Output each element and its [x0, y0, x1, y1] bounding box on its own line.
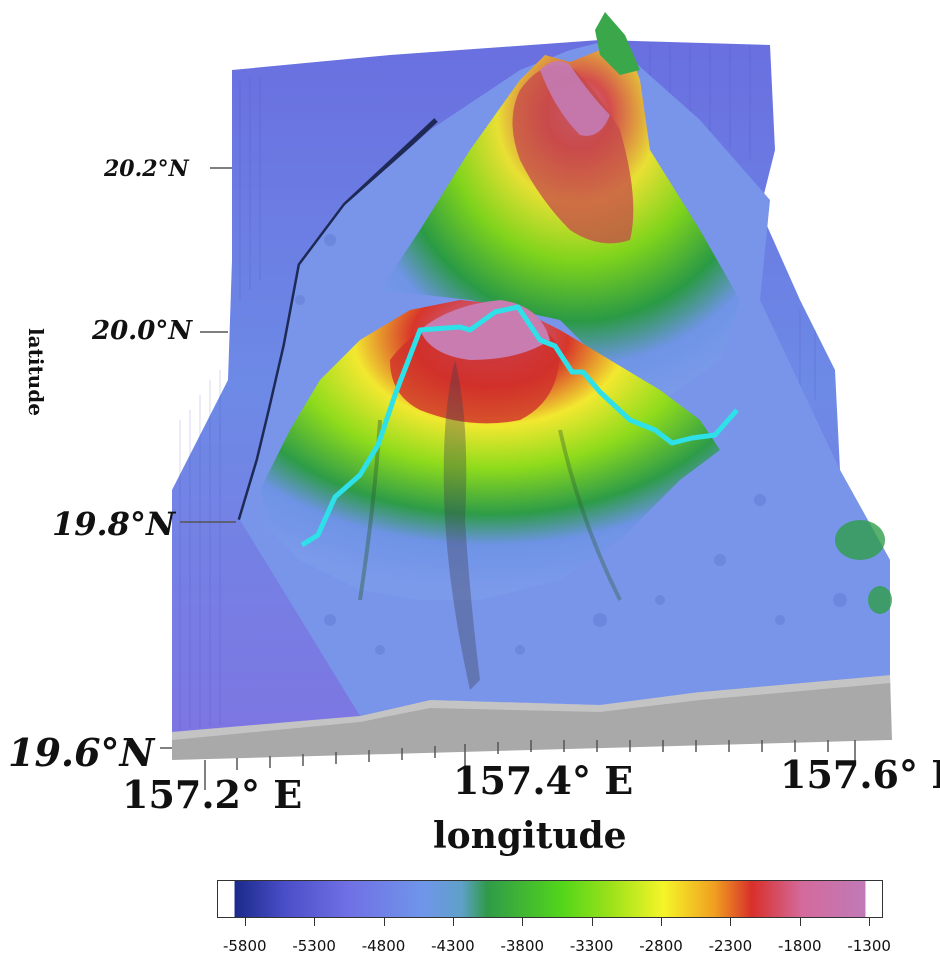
colorbar-tick-label: -3800 — [500, 937, 545, 955]
profile-line — [300, 304, 739, 548]
y-tick-label: 19.6°N — [8, 730, 155, 775]
colorbar-tick-label: -2300 — [708, 937, 753, 955]
colorbar-tick-mark — [314, 918, 316, 926]
eastern-valley — [558, 429, 622, 601]
colorbar — [217, 880, 883, 918]
colorbar-tick-mark — [730, 918, 732, 926]
colorbar-tick-label: -1800 — [777, 937, 822, 955]
colorbar-tick-mark — [452, 918, 454, 926]
x-axis-ticks — [204, 740, 856, 790]
colorbar-tick-mark — [799, 918, 801, 926]
y-tick-label: 19.8°N — [52, 505, 176, 543]
y-axis-ticks — [160, 167, 236, 749]
northern-summit-top — [540, 61, 610, 136]
y-axis-label: latitude — [23, 328, 48, 416]
colorbar-tick-mark — [661, 918, 662, 926]
x-axis-label: longitude — [433, 815, 627, 857]
block-top-edge — [172, 675, 890, 740]
colorbar-tick-mark — [591, 918, 593, 926]
colorbar-tick-mark — [244, 918, 246, 926]
colorbar-tick-label: -4800 — [361, 937, 406, 955]
colorbar-tick-label: -1300 — [847, 937, 891, 955]
northern-ridge-spur — [595, 12, 640, 75]
colorbar-tick-mark — [522, 918, 524, 926]
colorbar-tick-label: -5300 — [292, 937, 336, 955]
colorbar-tick-mark — [869, 918, 871, 926]
y-tick-label: 20.2°N — [104, 156, 189, 182]
x-tick-label: 157.4° E — [453, 758, 634, 803]
colorbar-tick-label: -4300 — [431, 937, 475, 955]
seafloor-texture — [295, 234, 847, 655]
colorbar-tick-label: -3300 — [569, 937, 614, 955]
central-valley — [443, 360, 480, 690]
southern-summit-pink — [420, 300, 550, 360]
colorbar-tick-mark — [383, 918, 385, 926]
colorbar-tick-label: -2800 — [639, 937, 683, 955]
y-tick-label: 20.0°N — [92, 316, 193, 346]
green-patches — [835, 520, 892, 614]
colorbar-tick-label: -5800 — [222, 937, 267, 955]
southern-peak-surface — [260, 300, 720, 600]
x-tick-label: 157.2° E — [122, 772, 303, 817]
x-tick-label: 157.6° E — [780, 752, 940, 797]
